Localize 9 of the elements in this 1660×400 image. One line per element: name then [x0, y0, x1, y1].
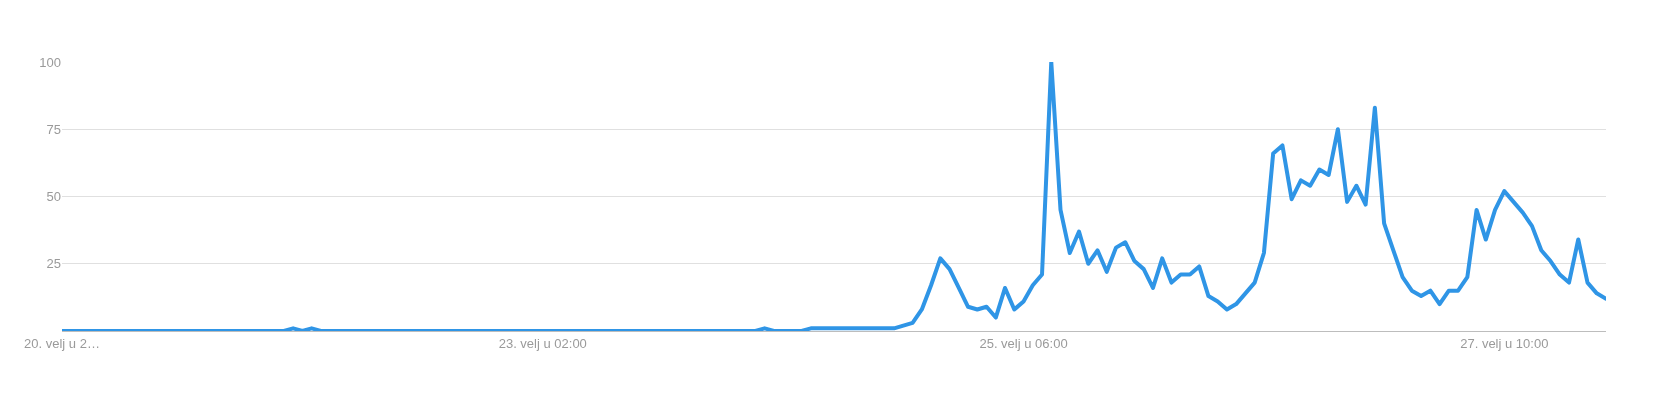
- y-tick-label: 100: [39, 54, 61, 70]
- y-tick-label: 75: [46, 121, 61, 137]
- x-tick-label: 20. velj u 2…: [24, 335, 100, 351]
- x-tick-label: 27. velj u 10:00: [1460, 335, 1549, 351]
- line-series: [62, 62, 1606, 331]
- x-tick-label: 25. velj u 06:00: [979, 335, 1068, 351]
- y-tick-label: 25: [46, 256, 61, 272]
- x-tick-label: 23. velj u 02:00: [498, 335, 587, 351]
- y-tick-label: 50: [46, 189, 61, 205]
